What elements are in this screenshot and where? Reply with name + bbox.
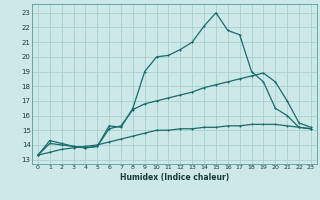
- X-axis label: Humidex (Indice chaleur): Humidex (Indice chaleur): [120, 173, 229, 182]
